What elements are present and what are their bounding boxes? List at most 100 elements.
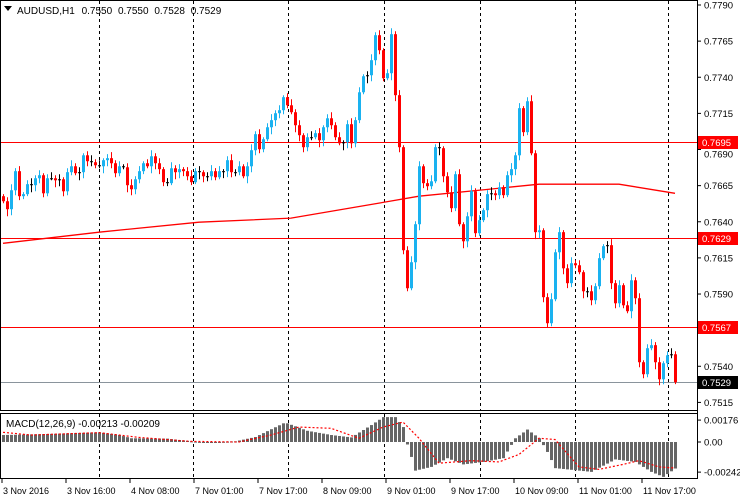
candle [618, 280, 621, 308]
macd-histogram-bar [474, 442, 477, 463]
candle-body [6, 201, 9, 210]
candle [614, 280, 617, 309]
candle-body [654, 345, 657, 363]
level-price-label: 0.7695 [702, 138, 731, 149]
candle [498, 182, 501, 200]
macd-histogram-bar [534, 435, 537, 442]
candle-body [114, 163, 117, 174]
candle [374, 32, 377, 66]
candle [270, 114, 273, 135]
candle [350, 118, 353, 149]
macd-histogram-bar [378, 419, 381, 442]
candle [218, 166, 221, 180]
candle-body [42, 175, 45, 194]
macd-histogram-bar [638, 442, 641, 465]
macd-histogram-bar [398, 422, 401, 442]
candle-body [506, 175, 509, 196]
candle-body [650, 345, 653, 349]
macd-histogram-bar [370, 425, 373, 442]
candle-body [290, 105, 293, 113]
macd-histogram-bar [634, 442, 637, 462]
macd-histogram-bar [654, 442, 657, 474]
candle-body [478, 220, 481, 234]
candle-body [618, 285, 621, 304]
macd-histogram-bar [346, 436, 349, 442]
candle-body [454, 174, 457, 209]
x-tick-label: 9 Nov 17:00 [451, 486, 500, 496]
candle-body [210, 171, 213, 177]
y-tick-label: 0.7740 [704, 73, 733, 84]
candle [426, 179, 429, 191]
macd-histogram-bar [166, 438, 169, 442]
macd-histogram-bar [46, 434, 49, 442]
candle-body [522, 108, 525, 133]
candle-body [610, 245, 613, 284]
candle [630, 274, 633, 319]
macd-histogram-bar [562, 442, 565, 469]
candle-body [30, 184, 33, 186]
candle [530, 95, 533, 156]
macd-histogram-bar [62, 433, 65, 442]
candle [574, 260, 577, 269]
candle [154, 153, 157, 170]
macd-histogram-bar [74, 433, 77, 442]
macd-histogram-bar [570, 442, 573, 470]
macd-histogram-bar [478, 442, 481, 463]
open-value: 0.7550 [82, 6, 113, 17]
macd-histogram-bar [662, 442, 665, 477]
candle [366, 71, 369, 84]
candle [654, 342, 657, 370]
candle-body [278, 110, 281, 114]
candle [182, 167, 185, 177]
macd-histogram-bar [554, 442, 557, 469]
candle-body [606, 245, 609, 247]
macd-histogram-bar [206, 442, 209, 443]
candle-body [182, 169, 185, 172]
candle [42, 173, 45, 198]
candle [338, 132, 341, 146]
candle [638, 293, 641, 368]
macd-histogram-bar [358, 432, 361, 442]
candles [2, 28, 677, 386]
macd-histogram-bar [98, 432, 101, 442]
candle-body [386, 73, 389, 79]
candle [402, 145, 405, 255]
macd-histogram-bar [270, 429, 273, 442]
candle-body [362, 76, 365, 93]
time-axis[interactable]: 3 Nov 2016 3 Nov 16:00 4 Nov 08:00 7 Nov 01… [1, 479, 696, 496]
macd-histogram-bar [614, 442, 617, 460]
candle [98, 160, 101, 169]
dropdown-triangle-icon[interactable] [4, 6, 12, 11]
candle-body [294, 112, 297, 126]
candle [86, 151, 89, 167]
macd-histogram-bar [418, 442, 421, 470]
candle-body [462, 224, 465, 242]
candle-body [578, 265, 581, 273]
macd-histogram-bar [42, 434, 45, 442]
symbol-label: AUDUSD,H1 [17, 6, 75, 17]
candle-body [142, 163, 145, 172]
x-tick-label: 11 Nov 17:00 [643, 486, 696, 496]
macd-histogram-bar [506, 442, 509, 452]
macd-histogram-bar [594, 442, 597, 470]
macd-histogram-bar [322, 433, 325, 442]
candle [274, 110, 277, 127]
x-tick-label: 3 Nov 16:00 [67, 486, 116, 496]
macd-histogram-bar [154, 438, 157, 442]
candle-body [26, 184, 29, 195]
candle [134, 176, 137, 195]
candle-body [154, 156, 157, 164]
candle [378, 30, 381, 55]
price-axis[interactable]: 0.7790 0.7765 0.7740 0.7715 0.7690 0.7665 0.76… [697, 0, 740, 479]
candle-body [66, 172, 69, 192]
macd-histogram-bar [610, 442, 613, 462]
y-tick-label: 0.7540 [704, 362, 733, 373]
candle-body [286, 97, 289, 106]
y-tick-label: 0.7715 [704, 109, 733, 120]
candle [458, 169, 461, 227]
candle [502, 185, 505, 199]
x-tick-label: 11 Nov 01:00 [579, 486, 632, 496]
candle-body [270, 120, 273, 128]
candle [186, 167, 189, 181]
